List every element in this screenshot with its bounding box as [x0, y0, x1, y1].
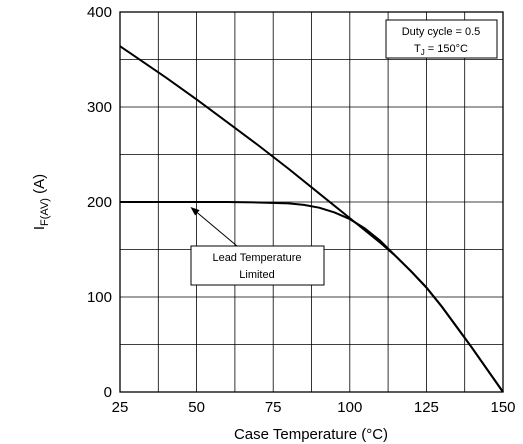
conditions-tj-main: T: [414, 43, 421, 55]
callout-arrow-line: [197, 212, 238, 247]
y-tick-labels: 0 100 200 300 400: [87, 4, 112, 401]
y-tick-label: 200: [87, 194, 112, 211]
conditions-duty-cycle: Duty cycle = 0.5: [402, 26, 481, 38]
x-tick-label: 25: [112, 399, 129, 416]
x-tick-label: 75: [265, 399, 282, 416]
conditions-box: Duty cycle = 0.5 TJ = 150°C: [385, 19, 498, 59]
y-tick-label: 0: [104, 384, 112, 401]
y-axis-label-unit: (A): [31, 174, 48, 198]
conditions-tj-rest: = 150°C: [425, 43, 468, 55]
x-tick-label: 150: [490, 399, 515, 416]
callout-line2: Limited: [239, 269, 274, 281]
x-tick-labels: 25 50 75 100 125 150: [112, 399, 516, 416]
x-tick-label: 50: [188, 399, 205, 416]
y-tick-label: 400: [87, 4, 112, 21]
series-line-2: [120, 201, 504, 393]
x-tick-label: 100: [337, 399, 362, 416]
y-tick-label: 300: [87, 99, 112, 116]
x-tick-label: 125: [414, 399, 439, 416]
callout-box: [190, 245, 325, 286]
callout-line1: Lead Temperature: [212, 252, 301, 264]
x-axis-label: Case Temperature (°C): [234, 426, 388, 443]
conditions-tj-sub: J: [421, 48, 425, 57]
conditions-junction-temp: TJ = 150°C: [414, 43, 468, 57]
y-axis-label-main: I: [31, 226, 48, 230]
y-axis-label-sub: F(AV): [39, 198, 51, 226]
conditions-box-frame: [385, 19, 498, 59]
callout-arrow-head: [190, 207, 200, 216]
y-tick-label: 100: [87, 289, 112, 306]
series-group: [119, 45, 504, 393]
y-axis-label: IF(AV) (A): [31, 174, 51, 230]
lead-temp-callout: Lead Temperature Limited: [190, 207, 325, 286]
grid: [120, 12, 503, 392]
